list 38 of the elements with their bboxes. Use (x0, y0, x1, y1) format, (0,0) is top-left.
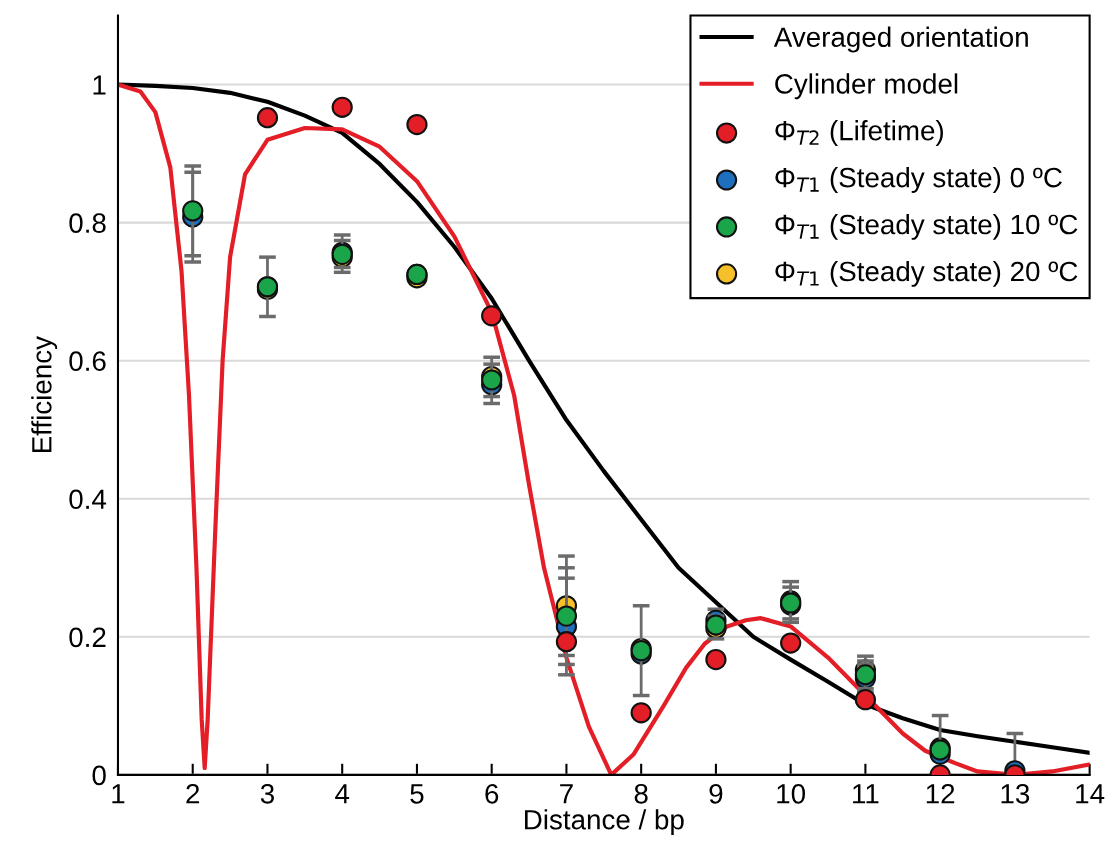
x-tick-label: 13 (1001, 783, 1030, 804)
x-tick-label: 4 (335, 784, 350, 804)
x-axis-title: Distance / bp (525, 809, 684, 836)
x-tick-label: 7 (560, 784, 573, 804)
point (406, 113, 428, 136)
x-tick-label: 8 (634, 783, 648, 804)
point (630, 702, 652, 724)
point (256, 107, 279, 129)
y-tick-label: 0.6 (69, 351, 106, 372)
y-axis-title: Efficiency (31, 336, 58, 453)
x-tick-label: 12 (926, 783, 955, 804)
point (705, 649, 727, 671)
x-tick-label: 2 (186, 783, 200, 804)
x-tick-label: 11 (853, 784, 879, 804)
y-tick-label: 0.4 (69, 489, 107, 510)
point (481, 305, 503, 327)
x-tick-label: 3 (260, 783, 274, 804)
legend-label: Φ$_{T1}$ (Steady state) 20 ºC (775, 260, 1078, 287)
x-tick-label: 1 (112, 784, 125, 804)
legend-label: Averaged orientation (773, 26, 1028, 53)
point (331, 96, 353, 118)
legend-label: Cylinder model (775, 73, 958, 100)
y-tick-label: 0 (92, 765, 106, 786)
y-tick-label: 0.8 (69, 213, 106, 233)
y-tick-label: 0.2 (69, 627, 106, 648)
x-tick-label: 6 (485, 783, 499, 804)
x-tick-label: 9 (709, 783, 723, 804)
legend-label: Φ$_{T2}$ (Lifetime) (775, 120, 943, 146)
x-tick-label: 10 (777, 783, 806, 804)
x-tick-label: 5 (410, 784, 424, 804)
point (182, 200, 204, 222)
point (555, 631, 578, 653)
legend-label: Φ$_{T1}$ (Steady state) 0 ºC (775, 167, 1062, 193)
point (555, 605, 578, 627)
y-tick-label: 1 (93, 75, 106, 95)
point (780, 632, 802, 654)
x-tick-label: 14 (1076, 784, 1105, 804)
legend-label: Φ$_{T1}$ (Steady state) 10 ºC (775, 213, 1078, 240)
